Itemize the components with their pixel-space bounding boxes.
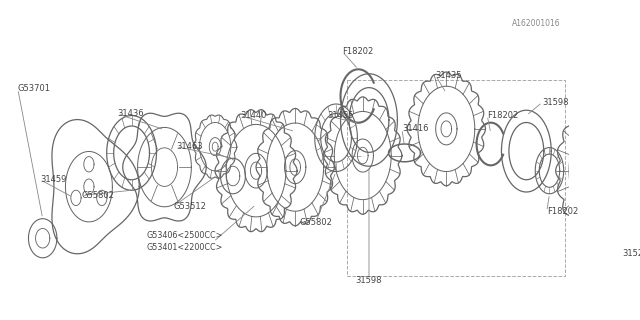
Text: 31463: 31463 [176, 142, 203, 151]
Text: G55802: G55802 [299, 218, 332, 227]
Text: 31598: 31598 [356, 276, 382, 284]
Text: 31529: 31529 [622, 249, 640, 258]
Text: 31440: 31440 [240, 111, 266, 120]
Text: F18202: F18202 [487, 111, 518, 120]
Text: 31436: 31436 [117, 109, 144, 118]
Text: G53512: G53512 [173, 202, 206, 211]
Text: 31435: 31435 [436, 71, 462, 80]
Text: G53401<2200CC>: G53401<2200CC> [147, 243, 223, 252]
Text: 31459: 31459 [40, 175, 67, 184]
Text: F18202: F18202 [342, 47, 374, 56]
Text: 31455: 31455 [327, 111, 353, 120]
Text: F18202: F18202 [547, 207, 578, 216]
Text: A162001016: A162001016 [511, 20, 560, 28]
Text: 31416: 31416 [402, 124, 428, 133]
Text: G55802: G55802 [82, 191, 115, 200]
Text: G53701: G53701 [18, 84, 51, 93]
Text: 31598: 31598 [542, 98, 569, 107]
Text: G53406<2500CC>: G53406<2500CC> [147, 231, 223, 240]
